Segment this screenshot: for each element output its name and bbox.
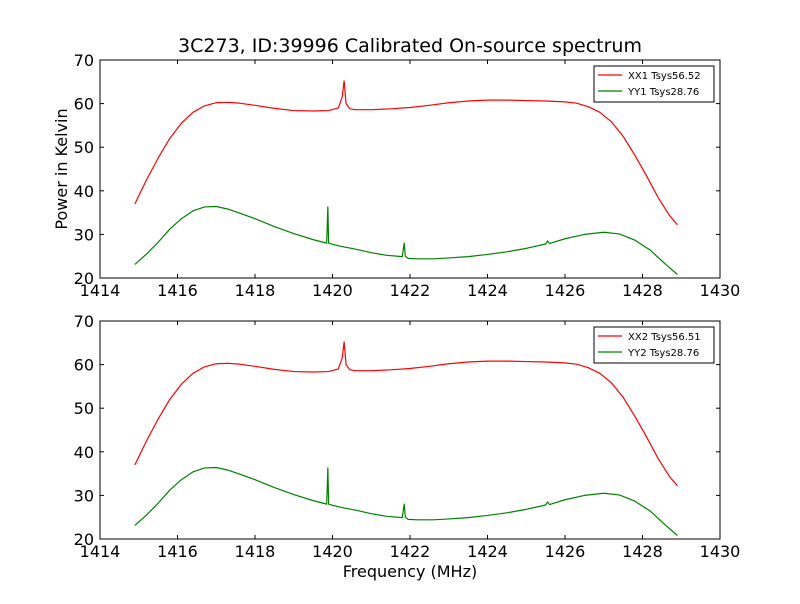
x-tick-label: 1418 bbox=[235, 281, 276, 300]
x-tick-label: 1416 bbox=[157, 281, 198, 300]
series-group bbox=[134, 80, 678, 275]
x-tick-label: 1418 bbox=[235, 542, 276, 561]
legend-box bbox=[593, 326, 715, 364]
subplot-1: 1414 1416 1418 1420 1422 1424 1426 1428 1430 20 30… bbox=[74, 51, 741, 300]
y-tick-label: 60 bbox=[74, 356, 94, 375]
x-axis-label: Frequency (MHz) bbox=[343, 562, 477, 581]
x-tick-label: 1420 bbox=[312, 542, 353, 561]
y-tick-label: 20 bbox=[74, 269, 94, 288]
x-tick-label: 1422 bbox=[390, 281, 431, 300]
series-group bbox=[134, 341, 678, 536]
x-tick-label: 1422 bbox=[390, 542, 431, 561]
y-tick-label: 50 bbox=[74, 138, 94, 157]
legend-label: XX2 Tsys56.51 bbox=[628, 332, 701, 343]
x-tick-label: 1428 bbox=[622, 542, 663, 561]
x-tick-label: 1430 bbox=[700, 281, 741, 300]
y-tick-label: 30 bbox=[74, 486, 94, 505]
x-tick-label: 1428 bbox=[622, 281, 663, 300]
legend-label: XX1 Tsys56.52 bbox=[628, 71, 701, 82]
x-tick-label: 1430 bbox=[700, 542, 741, 561]
y-tick-label: 30 bbox=[74, 225, 94, 244]
x-tick-label: 1426 bbox=[545, 281, 586, 300]
figure-title: 3C273, ID:39996 Calibrated On-source spe… bbox=[178, 35, 642, 57]
legend: XX1 Tsys56.52 YY1 Tsys28.76 bbox=[593, 65, 715, 103]
y-tick-label: 40 bbox=[74, 443, 94, 462]
series-line-yy2 bbox=[134, 466, 678, 536]
series-line-xx2 bbox=[134, 341, 678, 487]
series-line-xx1 bbox=[134, 80, 678, 226]
y-tick-label: 40 bbox=[74, 182, 94, 201]
y-tick-label: 70 bbox=[74, 312, 94, 331]
x-tick-label: 1416 bbox=[157, 542, 198, 561]
legend-box bbox=[593, 65, 715, 103]
subplots: 1414 1416 1418 1420 1422 1424 1426 1428 1430 20 30… bbox=[74, 51, 741, 561]
legend-label: YY2 Tsys28.76 bbox=[627, 348, 699, 359]
legend: XX2 Tsys56.51 YY2 Tsys28.76 bbox=[593, 326, 715, 364]
y-tick-label: 50 bbox=[74, 399, 94, 418]
legend-label: YY1 Tsys28.76 bbox=[627, 87, 699, 98]
x-tick-label: 1414 bbox=[80, 281, 121, 300]
x-tick-label: 1424 bbox=[467, 281, 508, 300]
x-tick-label: 1424 bbox=[467, 542, 508, 561]
x-tick-label: 1414 bbox=[80, 542, 121, 561]
series-line-yy1 bbox=[134, 205, 678, 275]
x-tick-label: 1420 bbox=[312, 281, 353, 300]
y-axis-label: Power in Kelvin bbox=[52, 108, 71, 229]
subplot-2: 1414 1416 1418 1420 1422 1424 1426 1428 1430 20 30… bbox=[74, 312, 741, 561]
y-tick-label: 70 bbox=[74, 51, 94, 70]
y-tick-label: 60 bbox=[74, 95, 94, 114]
x-tick-label: 1426 bbox=[545, 542, 586, 561]
y-tick-label: 20 bbox=[74, 530, 94, 549]
